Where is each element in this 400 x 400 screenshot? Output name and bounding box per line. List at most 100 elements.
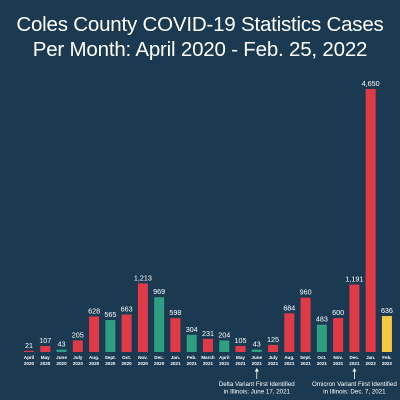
bar-9	[170, 318, 181, 352]
x-label-month-6: Oct.	[122, 355, 131, 360]
bar-0	[24, 350, 34, 352]
x-label-year-17: 2021	[300, 361, 311, 366]
x-label-month-13: May	[236, 355, 245, 360]
bar-10	[186, 334, 197, 352]
value-label-17: 960	[300, 288, 312, 297]
bar-4	[89, 316, 100, 352]
value-label-1: 107	[39, 336, 51, 345]
x-label-month-5: Sept.	[105, 355, 116, 360]
value-label-22: 636	[381, 306, 393, 315]
x-label-month-9: Jan.	[171, 355, 180, 360]
annotation-text-0-0: Delta Variant First Identified	[219, 381, 295, 388]
x-label-month-17: Sept.	[300, 355, 311, 360]
annotation-text-1-1: in Illinois: Dec. 7, 2021	[323, 389, 386, 396]
chart-title-line-1: Coles County COVID-19 Statistics Cases	[16, 13, 384, 36]
value-label-4: 628	[88, 306, 100, 315]
x-label-month-19: Nov.	[333, 355, 343, 360]
x-label-year-16: 2021	[284, 361, 295, 366]
x-axis-labels-group: April2020May2020June2020July2020Aug.2020…	[24, 355, 393, 366]
x-label-month-4: Aug.	[89, 355, 99, 360]
x-label-month-2: June	[56, 355, 67, 360]
value-label-13: 105	[235, 336, 247, 345]
value-label-12: 204	[218, 330, 230, 339]
value-label-18: 483	[316, 315, 328, 324]
annotation-arrowhead-1	[352, 368, 357, 372]
value-label-2: 43	[58, 340, 66, 349]
bar-6	[121, 314, 132, 352]
x-label-year-20: 2021	[349, 361, 360, 366]
value-label-10: 304	[186, 325, 198, 334]
bars-group	[24, 89, 392, 352]
value-label-14: 43	[253, 340, 261, 349]
x-label-year-19: 2021	[333, 361, 344, 366]
x-label-year-1: 2020	[40, 361, 51, 366]
bar-11	[202, 338, 213, 352]
value-label-16: 684	[283, 303, 295, 312]
x-label-year-10: 2021	[187, 361, 198, 366]
value-label-8: 969	[153, 287, 165, 296]
value-label-0: 21	[25, 341, 33, 350]
value-label-5: 565	[104, 310, 116, 319]
chart-title: Coles County COVID-19 Statistics Cases P…	[0, 12, 400, 62]
x-label-year-21: 2022	[366, 361, 377, 366]
value-label-9: 598	[169, 308, 181, 317]
x-label-month-15: July	[268, 355, 278, 360]
x-label-year-0: 2020	[24, 361, 35, 366]
x-label-month-14: June	[251, 355, 262, 360]
bar-21	[365, 89, 376, 352]
x-label-year-8: 2020	[154, 361, 165, 366]
x-label-month-1: May	[41, 355, 50, 360]
x-label-month-18: Oct.	[317, 355, 326, 360]
bar-2	[56, 349, 67, 352]
x-label-month-8: Dec.	[154, 355, 164, 360]
value-label-3: 205	[72, 330, 84, 339]
x-label-year-22: 2022	[382, 361, 393, 366]
annotation-text-1-0: Omicron Variant First Identified	[312, 381, 397, 388]
bar-8	[154, 297, 165, 352]
x-label-month-16: Aug.	[284, 355, 294, 360]
bar-20	[349, 284, 360, 352]
x-label-month-7: Nov.	[138, 355, 148, 360]
x-label-month-22: Feb.	[382, 355, 391, 360]
bar-17	[300, 297, 311, 352]
x-label-year-4: 2020	[89, 361, 100, 366]
bar-13	[235, 346, 246, 352]
value-label-21: 4,650	[362, 79, 380, 88]
x-label-year-3: 2020	[73, 361, 84, 366]
bar-18	[316, 324, 327, 352]
bar-5	[105, 320, 116, 352]
x-label-year-18: 2021	[317, 361, 328, 366]
annotation-arrowhead-0	[254, 368, 259, 372]
x-label-year-11: 2021	[203, 361, 214, 366]
x-label-month-0: April	[24, 355, 34, 360]
annotation-text-0-1: in Illinois: June 17, 2021	[224, 389, 291, 396]
value-label-20: 1,191	[345, 275, 363, 284]
bar-12	[219, 340, 230, 352]
x-label-month-21: Jan.	[366, 355, 375, 360]
x-label-year-12: 2021	[219, 361, 230, 366]
x-label-month-3: July	[73, 355, 83, 360]
bar-3	[72, 340, 83, 352]
value-label-6: 663	[121, 305, 133, 314]
x-label-month-12: April	[219, 355, 229, 360]
x-label-year-13: 2021	[235, 361, 246, 366]
bar-1	[40, 345, 51, 352]
x-label-month-20: Dec.	[350, 355, 360, 360]
bar-16	[284, 313, 295, 352]
bar-19	[333, 318, 344, 352]
x-label-month-10: Feb.	[187, 355, 196, 360]
bar-7	[137, 283, 148, 352]
bar-14	[251, 349, 262, 352]
x-label-year-14: 2021	[252, 361, 263, 366]
x-label-year-2: 2020	[56, 361, 67, 366]
value-label-19: 600	[332, 308, 344, 317]
value-label-15: 125	[267, 335, 279, 344]
x-label-month-11: March	[201, 355, 215, 360]
bar-22	[381, 316, 392, 352]
x-label-year-15: 2021	[268, 361, 279, 366]
value-label-7: 1,213	[134, 273, 152, 282]
x-label-year-5: 2020	[105, 361, 116, 366]
